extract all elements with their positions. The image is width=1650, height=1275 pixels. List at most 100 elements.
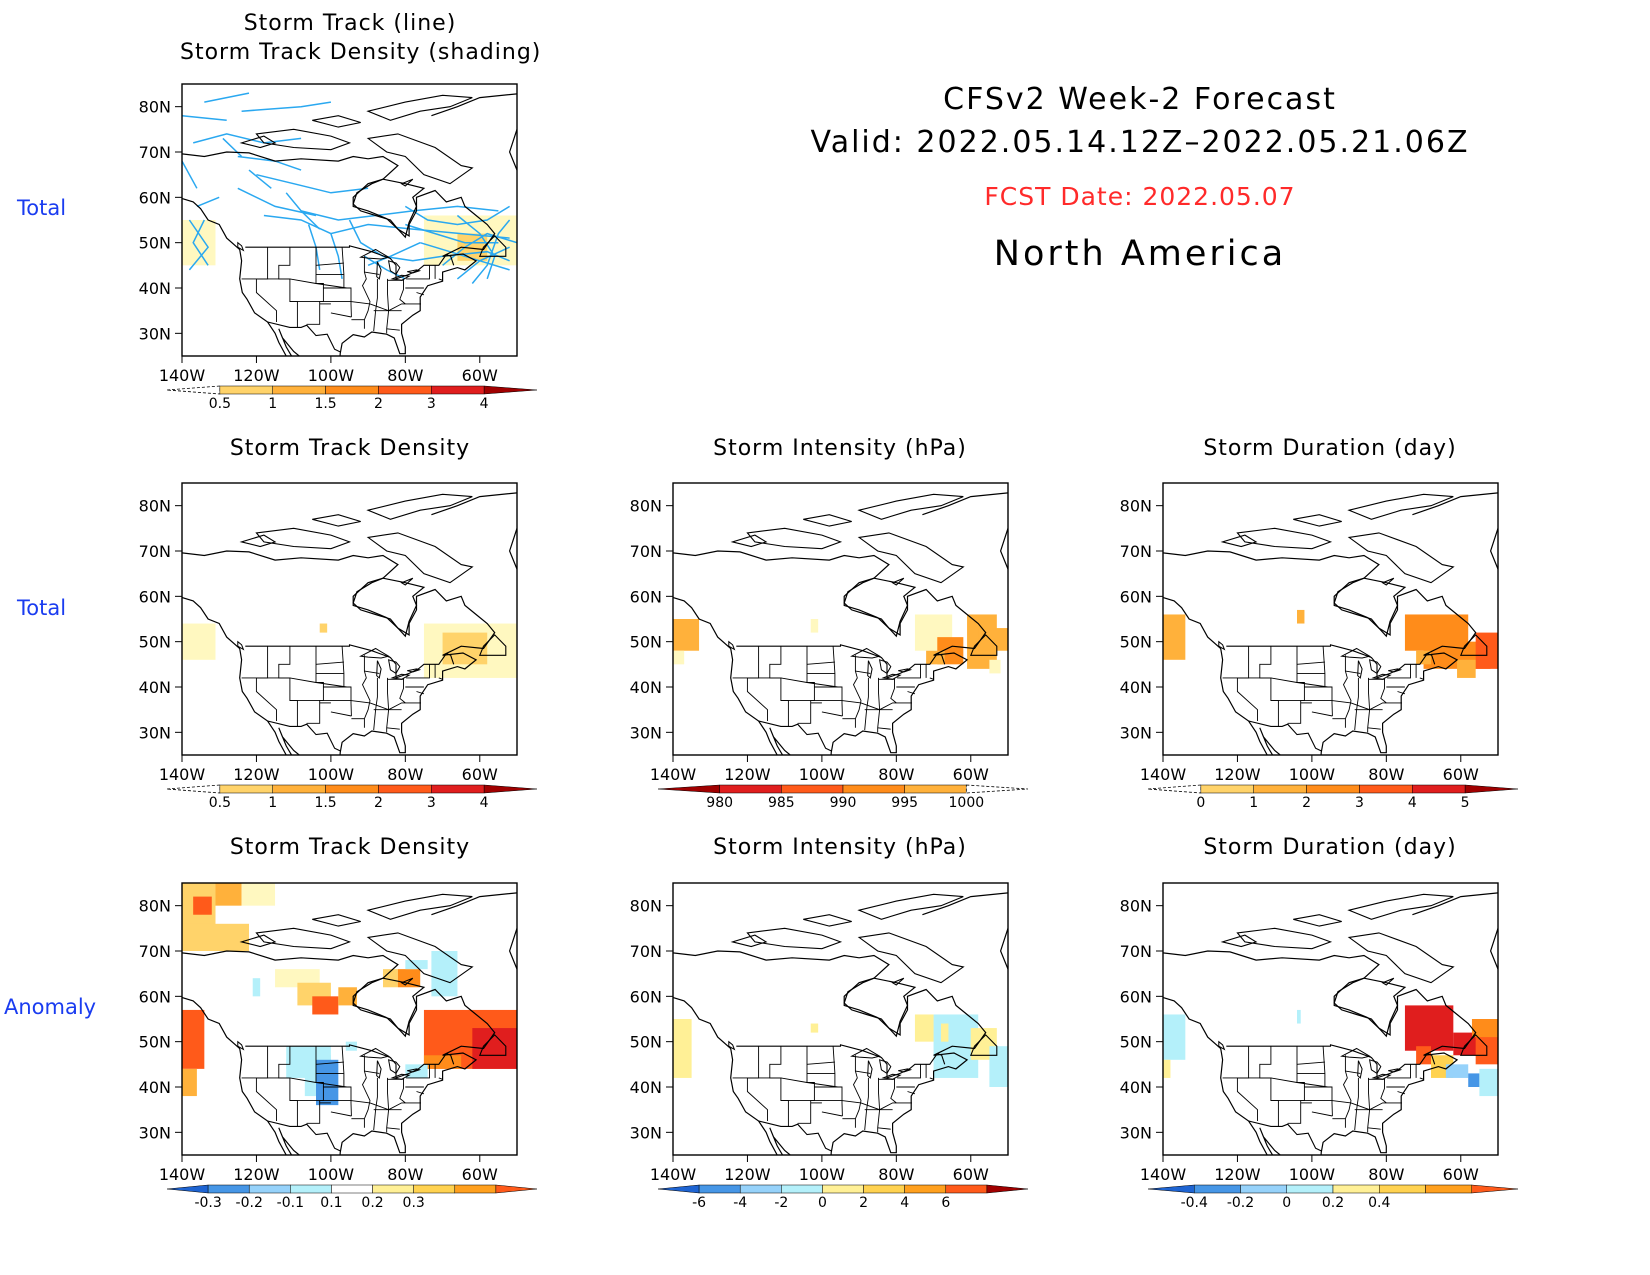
map-panel-1: 80N 70N 60N 50N 40N 30N 140W 120W 100W 80W 60W 0.5 1… — [139, 83, 538, 412]
lat-label: 50N — [139, 633, 171, 652]
lon-label: 100W — [799, 1165, 846, 1184]
shade-cell — [182, 623, 216, 660]
lon-label: 80W — [878, 765, 914, 784]
lat-label: 80N — [1120, 497, 1152, 516]
colorbar-tick-label: -0.1 — [277, 1195, 304, 1211]
colorbar-tick-label: 995 — [891, 795, 918, 811]
colorbar-tick-label: 3 — [427, 795, 436, 811]
row-label-total-2: Total — [17, 596, 67, 620]
lon-label: 120W — [233, 765, 280, 784]
map-frame — [181, 83, 518, 357]
shade-cell — [1479, 1068, 1498, 1097]
lat-label: 40N — [630, 678, 662, 697]
lon-label: 100W — [308, 366, 355, 385]
lon-label: 100W — [1289, 765, 1336, 784]
shade-cell — [193, 896, 212, 915]
colorbar-tick-label: 0.2 — [361, 1195, 383, 1211]
map-frame — [1162, 882, 1499, 1156]
lat-label: 40N — [139, 1078, 171, 1097]
colorbar-tick-label: 0.4 — [1368, 1195, 1390, 1211]
storm-track-line — [182, 160, 198, 189]
colorbar-tick-label: 0 — [818, 1195, 827, 1211]
shade-cell — [978, 628, 1008, 651]
lat-label: 80N — [630, 497, 662, 516]
panel-2-title: Storm Track Density — [229, 436, 471, 461]
lon-label: 140W — [159, 765, 206, 784]
lon-label: 140W — [650, 765, 697, 784]
forecast-title: CFSv2 Week-2 Forecast — [943, 82, 1337, 117]
panel-1-subtitle: Storm Track Density (shading) — [180, 40, 542, 65]
colorbar-tick-label: -0.4 — [1181, 1195, 1208, 1211]
shade-cell — [405, 960, 428, 970]
lon-label: 80W — [387, 366, 423, 385]
storm-track-line — [204, 92, 250, 103]
storm-track-line — [193, 133, 302, 144]
lon-label: 80W — [1368, 765, 1404, 784]
storm-track-line — [405, 223, 499, 244]
colorbar-tick-label: 0 — [1282, 1195, 1291, 1211]
shade-cell — [989, 1046, 1008, 1087]
colorbar-tick-label: 6 — [941, 1195, 950, 1211]
storm-track-line — [192, 219, 209, 266]
panel-3-title: Storm Intensity (hPa) — [713, 436, 967, 461]
lon-label: 60W — [1443, 765, 1479, 784]
shade-cell — [182, 1068, 197, 1097]
shade-cell — [941, 1023, 949, 1042]
lat-label: 40N — [139, 279, 171, 298]
shade-cell — [383, 969, 398, 988]
colorbar-3: 980 985 990 995 1000 — [657, 784, 1029, 811]
colorbar-tick-label: 4 — [900, 1195, 909, 1211]
lat-label: 30N — [139, 324, 171, 343]
lon-label: 80W — [878, 1165, 914, 1184]
lon-label: 100W — [308, 1165, 355, 1184]
lon-label: 120W — [1214, 765, 1261, 784]
lat-label: 60N — [1120, 587, 1152, 606]
shade-cell — [1163, 1059, 1171, 1078]
colorbar-tick-label: 2 — [374, 795, 383, 811]
storm-track-line — [285, 192, 321, 230]
colorbar-tick-label: 1 — [1249, 795, 1258, 811]
colorbar-tick-label: 1.5 — [314, 795, 336, 811]
colorbar-tick-label: -2 — [774, 1195, 788, 1211]
lon-label: 120W — [724, 765, 771, 784]
row-label-total-1: Total — [17, 196, 67, 220]
colorbar-tick-label: 3 — [427, 396, 436, 412]
lat-label: 30N — [630, 1123, 662, 1142]
valid-period: Valid: 2022.05.14.12Z–2022.05.21.06Z — [810, 125, 1470, 160]
colorbar-tick-label: 0.3 — [403, 1195, 425, 1211]
lat-label: 70N — [1120, 542, 1152, 561]
storm-track-line — [196, 196, 220, 208]
map-frame — [181, 882, 518, 1156]
lat-label: 50N — [1120, 1033, 1152, 1052]
shade-cell — [241, 883, 276, 906]
lat-label: 40N — [630, 1078, 662, 1097]
colorbar-tick-label: 4 — [480, 795, 489, 811]
shade-cell — [1297, 609, 1305, 624]
colorbar-tick-label: 0.1 — [320, 1195, 342, 1211]
colorbar-tick-label: -6 — [692, 1195, 706, 1211]
map-panel-6: 80N 70N 60N 50N 40N 30N 140W 120W 100W 80W 60W -6 -4… — [630, 882, 1029, 1211]
forecast-date: FCST Date: 2022.05.07 — [984, 182, 1296, 211]
shade-cell — [286, 1059, 316, 1078]
storm-track-line — [456, 246, 510, 280]
colorbar-1: 0.5 1 1.5 2 3 4 — [166, 385, 538, 412]
lon-label: 100W — [799, 765, 846, 784]
colorbar-tick-label: 1.5 — [314, 396, 336, 412]
lat-label: 80N — [139, 897, 171, 916]
shade-cell — [1471, 1019, 1498, 1038]
lat-label: 30N — [1120, 1123, 1152, 1142]
panel-4-title: Storm Duration (day) — [1203, 436, 1457, 461]
lon-label: 100W — [1289, 1165, 1336, 1184]
lat-label: 80N — [139, 98, 171, 117]
lon-label: 140W — [1140, 1165, 1187, 1184]
lon-label: 60W — [462, 1165, 498, 1184]
storm-track-line — [330, 233, 343, 280]
storm-track-line — [241, 101, 332, 112]
colorbar-tick-label: 0.5 — [209, 396, 231, 412]
colorbar-tick-label: 4 — [1408, 795, 1417, 811]
shade-cell — [810, 619, 819, 633]
lat-label: 70N — [139, 942, 171, 961]
lat-label: 60N — [1120, 987, 1152, 1006]
lat-label: 70N — [1120, 942, 1152, 961]
